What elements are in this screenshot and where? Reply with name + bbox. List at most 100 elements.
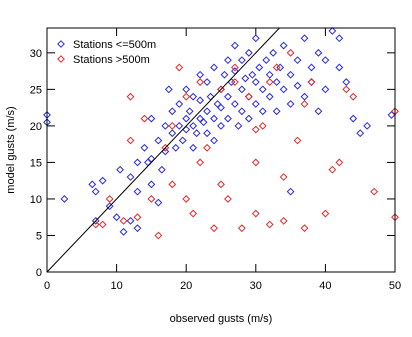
data-point	[237, 224, 246, 233]
data-point	[60, 195, 69, 203]
x-tick-label: 10	[110, 280, 122, 292]
data-point	[321, 56, 330, 65]
data-point	[265, 78, 274, 86]
data-point	[307, 63, 316, 72]
data-point	[140, 114, 149, 123]
data-point	[237, 56, 246, 65]
data-point	[342, 85, 351, 94]
data-point	[91, 187, 100, 196]
data-point	[185, 107, 194, 116]
data-point	[213, 100, 222, 108]
data-point	[157, 165, 166, 174]
data-point	[272, 63, 281, 72]
data-point	[258, 121, 267, 130]
data-point	[349, 92, 358, 101]
data-point	[178, 136, 187, 145]
data-point	[244, 48, 253, 57]
y-tick-label: 5	[36, 230, 42, 242]
data-point	[147, 195, 156, 203]
data-point	[182, 114, 191, 123]
data-point	[105, 195, 114, 203]
data-point	[279, 173, 288, 181]
data-point	[168, 107, 177, 116]
data-point	[206, 92, 215, 101]
y-tick-label: 25	[30, 84, 42, 96]
data-point	[335, 63, 344, 72]
data-point	[126, 136, 135, 145]
data-point	[293, 56, 302, 65]
data-point	[321, 85, 330, 94]
data-point	[387, 111, 396, 119]
data-point	[307, 78, 316, 86]
data-point	[342, 78, 351, 86]
legend-marker	[57, 55, 65, 63]
x-tick-label: 0	[44, 280, 50, 292]
data-point	[196, 78, 205, 86]
data-point	[105, 202, 114, 211]
data-point	[300, 34, 309, 43]
data-point	[265, 220, 274, 229]
data-point	[314, 107, 323, 116]
data-point	[244, 92, 253, 101]
data-point	[224, 195, 232, 203]
data-point	[248, 70, 257, 79]
data-point	[251, 78, 260, 86]
data-point	[265, 92, 274, 101]
data-point	[255, 63, 264, 72]
data-point	[175, 63, 184, 72]
data-point	[370, 187, 379, 196]
y-tick-label: 30	[30, 48, 42, 60]
plot-frame	[46, 27, 396, 273]
data-point	[231, 63, 239, 72]
x-tick-label: 30	[250, 280, 262, 292]
data-point	[203, 78, 211, 86]
data-point	[189, 121, 198, 130]
data-point	[279, 41, 288, 50]
data-point	[272, 78, 281, 86]
data-point	[237, 85, 246, 94]
data-point	[224, 114, 232, 123]
legend-label: Stations <=500m	[73, 39, 156, 51]
data-point	[217, 121, 225, 130]
data-point	[217, 103, 225, 112]
data-point	[203, 143, 211, 152]
data-point	[356, 129, 365, 138]
data-point	[335, 34, 344, 43]
data-point	[276, 63, 285, 72]
legend-marker	[57, 40, 65, 48]
data-point	[251, 158, 260, 167]
data-point	[175, 121, 184, 130]
data-point	[203, 107, 211, 116]
data-point	[251, 209, 260, 218]
data-point	[217, 180, 225, 189]
data-point	[199, 118, 208, 127]
data-point	[335, 158, 344, 167]
data-point	[265, 70, 274, 79]
data-point	[154, 198, 163, 207]
data-point	[251, 100, 260, 108]
data-point	[220, 70, 229, 79]
data-point	[258, 85, 267, 94]
data-point	[196, 96, 205, 105]
data-point	[189, 209, 198, 218]
data-point	[189, 143, 198, 152]
y-tick-label: 20	[30, 121, 42, 133]
data-point	[140, 143, 149, 152]
data-point	[98, 176, 107, 185]
y-tick-label: 15	[30, 157, 42, 169]
data-point	[269, 48, 278, 57]
data-point	[126, 173, 135, 181]
data-point	[231, 100, 239, 108]
data-point	[154, 136, 163, 145]
data-point	[182, 195, 191, 203]
data-point	[286, 187, 295, 196]
data-point	[119, 216, 128, 225]
data-point	[286, 100, 295, 108]
x-axis-label: observed gusts (m/s)	[170, 313, 273, 325]
data-point	[251, 125, 260, 134]
data-point	[328, 27, 337, 35]
data-point	[168, 180, 177, 189]
data-point	[244, 114, 253, 123]
data-point	[231, 78, 239, 86]
data-point	[286, 70, 295, 79]
